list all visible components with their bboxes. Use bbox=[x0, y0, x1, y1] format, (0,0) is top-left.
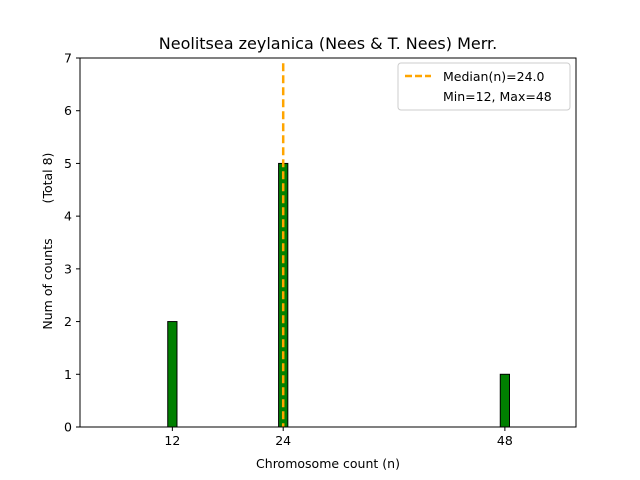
y-tick-label-6: 6 bbox=[64, 103, 72, 118]
y-tick-label-7: 7 bbox=[64, 51, 72, 66]
bar-48 bbox=[499, 373, 510, 428]
y-tick-label-0: 0 bbox=[64, 420, 72, 435]
legend: Median(n)=24.0 Min=12, Max=48 bbox=[397, 62, 571, 111]
x-tick-label-24: 24 bbox=[275, 433, 291, 448]
legend-median-label: Median(n)=24.0 bbox=[443, 69, 544, 84]
legend-box bbox=[397, 62, 571, 111]
legend-range-label: Min=12, Max=48 bbox=[443, 89, 552, 104]
plot-frame bbox=[79, 57, 577, 428]
chart-title: Neolitsea zeylanica (Nees & T. Nees) Mer… bbox=[159, 34, 497, 53]
x-tick-label-48: 48 bbox=[497, 433, 513, 448]
y-tick-label-4: 4 bbox=[64, 209, 72, 224]
plot-area bbox=[80, 58, 576, 427]
y-tick-label-1: 1 bbox=[64, 367, 72, 382]
x-axis-ticks: 12 24 48 bbox=[164, 427, 513, 448]
y-tick-label-5: 5 bbox=[64, 156, 72, 171]
x-axis-label: Chromosome count (n) bbox=[256, 456, 400, 471]
y-axis-ticks: 0 1 2 3 4 5 6 7 bbox=[64, 51, 80, 435]
y-axis-label: Num of counts bbox=[40, 238, 55, 329]
bar-12 bbox=[167, 321, 178, 428]
y-tick-label-3: 3 bbox=[64, 261, 72, 276]
y-tick-label-2: 2 bbox=[64, 314, 72, 329]
y-axis-total-note: (Total 8) bbox=[40, 153, 55, 204]
x-tick-label-12: 12 bbox=[164, 433, 180, 448]
